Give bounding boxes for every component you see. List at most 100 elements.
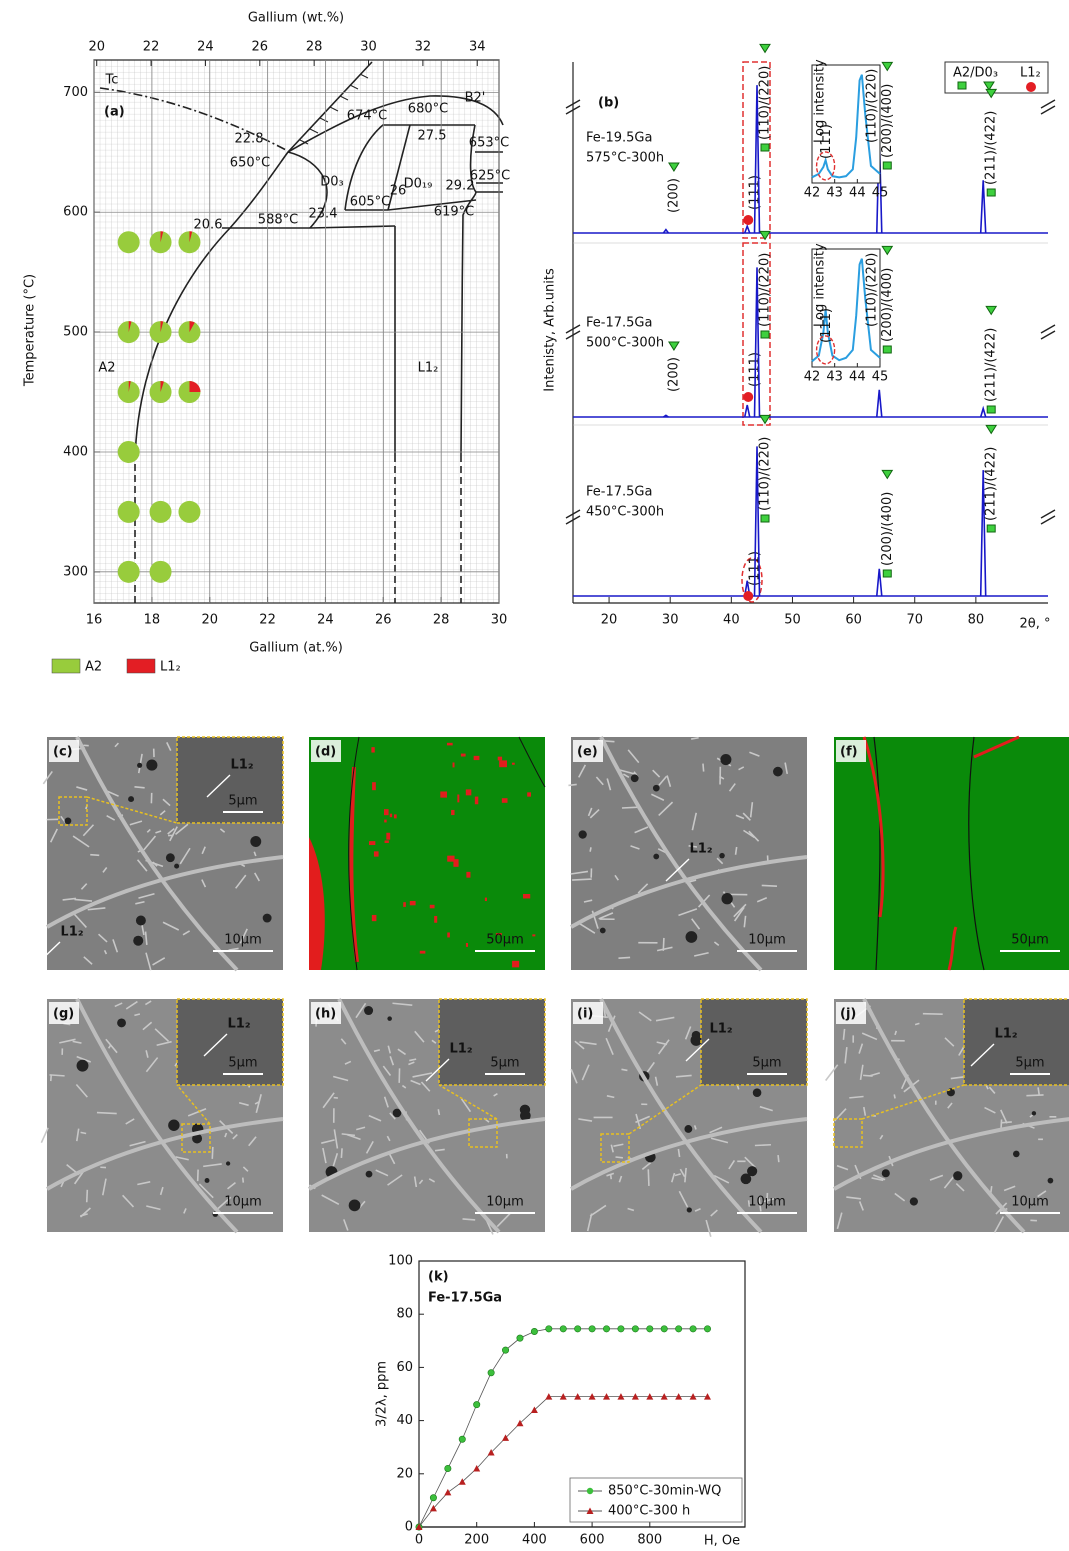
pore <box>653 785 660 792</box>
phase-speck <box>430 905 435 909</box>
precipitate <box>87 1190 88 1202</box>
precipitate <box>1001 1119 1002 1128</box>
x-tick-label: 80 <box>968 613 985 628</box>
phase-marker <box>882 62 892 70</box>
pore <box>250 836 261 847</box>
point <box>661 1326 667 1332</box>
pore <box>166 853 175 862</box>
pore <box>205 1178 210 1183</box>
x2-tick-label: 28 <box>306 40 323 55</box>
legend-swatch <box>52 659 80 673</box>
phase-marker <box>760 44 770 52</box>
precipitate <box>703 764 704 772</box>
phase-marker <box>761 144 769 151</box>
peak-label: (200)/(400) <box>880 492 895 566</box>
pore <box>364 1006 373 1015</box>
phase-marker <box>743 591 753 601</box>
point <box>445 1465 451 1471</box>
pore <box>773 767 783 777</box>
inset-label: (110)/(220) <box>865 69 880 143</box>
precipitate <box>843 1029 844 1040</box>
scale-label: 5µm <box>490 1056 519 1071</box>
pie <box>178 501 200 523</box>
phase-marker <box>669 342 679 350</box>
scale-label: 10µm <box>748 1195 785 1210</box>
legend-swatch <box>127 659 155 673</box>
phase-speck <box>532 934 535 936</box>
pore <box>366 1171 373 1178</box>
y-tick-label: 700 <box>63 85 88 100</box>
pore <box>1013 1151 1020 1158</box>
phase-speck <box>384 809 389 815</box>
annotation: B2' <box>465 91 486 106</box>
inset-tick-label: 45 <box>872 186 889 201</box>
phase-speck <box>384 820 386 823</box>
phase-marker <box>743 392 753 402</box>
pore <box>631 774 639 782</box>
treatment-label: 575°C-300h <box>586 151 664 166</box>
precipitate <box>621 1069 627 1070</box>
phase-speck <box>499 760 507 767</box>
phase-note: L1₂ <box>689 842 712 857</box>
y-axis-label: Intenisty, Arb.units <box>543 268 558 392</box>
pore <box>953 1171 962 1180</box>
phase-speck <box>498 757 502 761</box>
legend-label: 850°C-30min-WQ <box>608 1484 721 1499</box>
phase-speck <box>512 763 515 765</box>
x2-tick-label: 20 <box>88 40 105 55</box>
y-tick-label: 300 <box>63 564 88 579</box>
point <box>502 1347 508 1353</box>
scale-label: 10µm <box>486 1195 523 1210</box>
pore <box>684 1125 692 1133</box>
phase-marker <box>882 470 892 478</box>
pore <box>686 931 698 943</box>
panel-label: (k) <box>428 1270 449 1285</box>
legend-label: A2 <box>85 660 102 675</box>
precipitate <box>616 1157 623 1158</box>
annotation: 650°C <box>230 156 270 171</box>
annotation: 22.8 <box>235 132 264 147</box>
phase-speck <box>453 762 455 767</box>
precipitate <box>736 847 737 855</box>
annotation: 588°C <box>258 213 298 228</box>
panel-label: (b) <box>598 96 619 111</box>
pore <box>720 754 731 765</box>
x2-axis-label: Gallium (wt.%) <box>248 11 344 26</box>
scale-label: 5µm <box>1015 1056 1044 1071</box>
peak-label: (200)/(400) <box>880 84 895 158</box>
y-tick-label: 40 <box>396 1413 413 1428</box>
pore <box>753 1088 762 1097</box>
phase-speck <box>447 856 454 862</box>
inset-tick-label: 43 <box>826 370 843 385</box>
precipitate <box>1038 1087 1039 1095</box>
x2-tick-label: 34 <box>469 40 486 55</box>
x-tick-label: 30 <box>662 613 679 628</box>
point <box>430 1495 436 1501</box>
pore <box>721 893 732 904</box>
x2-tick-label: 30 <box>360 40 377 55</box>
pie <box>118 561 140 583</box>
phase-marker <box>883 346 891 353</box>
pore <box>947 1088 955 1096</box>
sample-label: Fe-17.5Ga <box>586 485 652 500</box>
peak <box>877 569 882 596</box>
x-tick-label: 70 <box>906 613 923 628</box>
scale-label: 10µm <box>748 933 785 948</box>
y-axis-label: Temperature (°C) <box>23 274 38 387</box>
scale-label: 5µm <box>228 1056 257 1071</box>
peak <box>877 390 882 417</box>
inset-tick-label: 43 <box>826 186 843 201</box>
annotation: 674°C <box>347 109 387 124</box>
phase-note: L1₂ <box>994 1027 1017 1042</box>
peak-label: (211)/(422) <box>984 447 999 521</box>
annotation: 653°C <box>469 136 509 151</box>
phase-speck <box>466 872 470 878</box>
scale-label: 10µm <box>1011 1195 1048 1210</box>
phase-speck <box>390 814 392 818</box>
pore <box>168 1120 179 1131</box>
phase-marker <box>743 215 753 225</box>
pore <box>136 916 146 926</box>
point <box>690 1326 696 1332</box>
scale-label: 10µm <box>224 1195 261 1210</box>
precipitate <box>568 784 576 785</box>
